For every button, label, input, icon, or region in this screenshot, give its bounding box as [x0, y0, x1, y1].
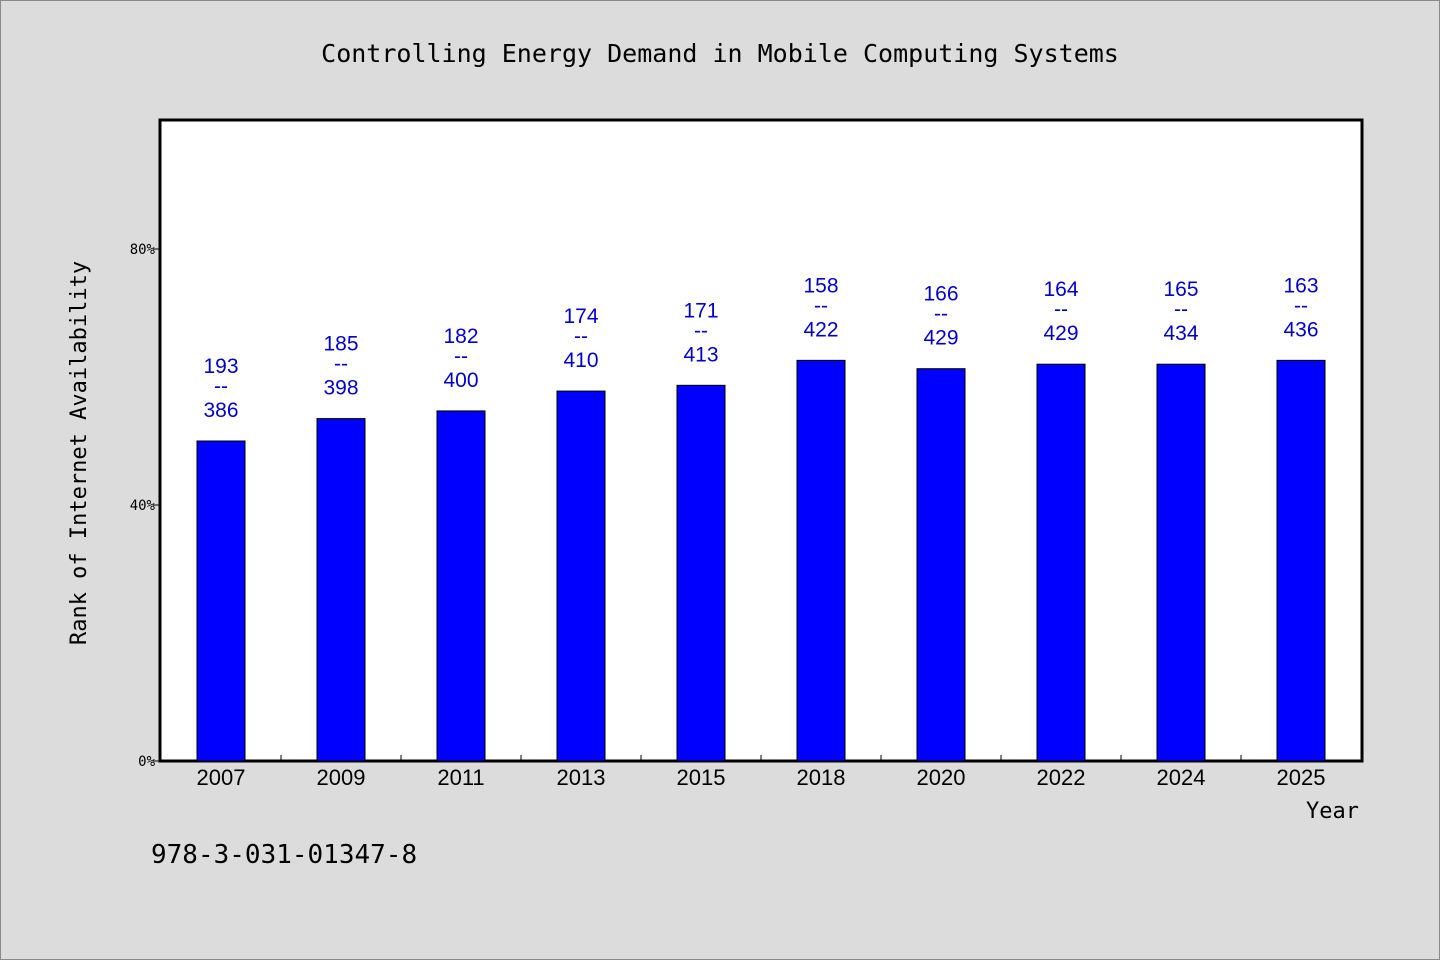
- bar-label-bottom: 400: [443, 369, 478, 392]
- bar-label-bottom: 410: [563, 349, 598, 372]
- bar-label-top: 174: [563, 305, 598, 328]
- bar-label-top: 182: [443, 325, 478, 348]
- bar-label-top: 165: [1163, 278, 1198, 301]
- y-tick-label: 0%: [138, 754, 155, 770]
- x-tick-label: 2024: [1157, 765, 1206, 790]
- x-tick-label: 2011: [437, 765, 484, 790]
- bar-2011: [436, 410, 486, 762]
- x-tick-label: 2007: [197, 765, 246, 790]
- bar-label-sep: --: [454, 345, 468, 368]
- bar-2022: [1036, 363, 1086, 762]
- x-tick-label: 2018: [797, 765, 846, 790]
- bar-label-sep: --: [574, 325, 588, 348]
- x-tick-label: 2020: [917, 765, 966, 790]
- x-tick-label: 2025: [1277, 765, 1326, 790]
- bar-2013: [556, 390, 606, 762]
- bar-label-bottom: 422: [803, 318, 838, 341]
- bar-2025: [1276, 359, 1326, 762]
- bar-label-bottom: 398: [323, 377, 358, 400]
- bar-2018: [796, 359, 846, 762]
- bar-label-sep: --: [1054, 298, 1068, 321]
- y-tick-label: 80%: [130, 242, 156, 258]
- bar-label-bottom: 429: [923, 327, 958, 350]
- bar-label-sep: --: [1174, 298, 1188, 321]
- bar-2009: [316, 418, 366, 762]
- bar-label-top: 164: [1043, 278, 1078, 301]
- bar-label-top: 163: [1283, 274, 1318, 297]
- x-tick-label: 2022: [1037, 765, 1086, 790]
- bar-label-sep: --: [334, 353, 348, 376]
- bar-label-sep: --: [1294, 294, 1308, 317]
- bar-label-bottom: 429: [1043, 322, 1078, 345]
- x-axis-title: Year: [1306, 799, 1359, 824]
- bar-label-top: 166: [923, 283, 958, 306]
- bar-label-sep: --: [694, 319, 708, 342]
- bar-2015: [676, 384, 726, 762]
- bar-label-top: 171: [683, 299, 718, 322]
- isbn-footer: 978-3-031-01347-8: [151, 840, 417, 870]
- x-axis: 2007 2009 2011 2013 2015 2018 2020 2022 2024 2025: [197, 755, 1326, 790]
- bar-2007: [196, 440, 246, 762]
- bar-label-sep: --: [214, 375, 228, 398]
- bar-data-labels: 193--386185--398182--400174--410171--413…: [203, 274, 1318, 422]
- y-axis: 0% 40% 80%: [130, 242, 161, 770]
- bar-label-top: 193: [203, 355, 238, 378]
- bar-2020: [916, 368, 966, 762]
- bar-label-sep: --: [814, 294, 828, 317]
- x-tick-label: 2015: [677, 765, 726, 790]
- y-tick-label: 40%: [130, 498, 156, 514]
- bar-label-bottom: 413: [683, 343, 718, 366]
- bar-label-sep: --: [934, 303, 948, 326]
- bar-series: [196, 359, 1326, 762]
- bar-label-bottom: 434: [1163, 322, 1198, 345]
- y-axis-title: Rank of Internet Availability: [67, 261, 92, 645]
- x-tick-label: 2013: [557, 765, 606, 790]
- bar-label-bottom: 436: [1283, 318, 1318, 341]
- bar-2024: [1156, 363, 1206, 762]
- chart-title: Controlling Energy Demand in Mobile Comp…: [321, 39, 1119, 68]
- bar-label-bottom: 386: [203, 399, 238, 422]
- x-tick-label: 2009: [317, 765, 366, 790]
- bar-label-top: 158: [803, 274, 838, 297]
- bar-label-top: 185: [323, 333, 358, 356]
